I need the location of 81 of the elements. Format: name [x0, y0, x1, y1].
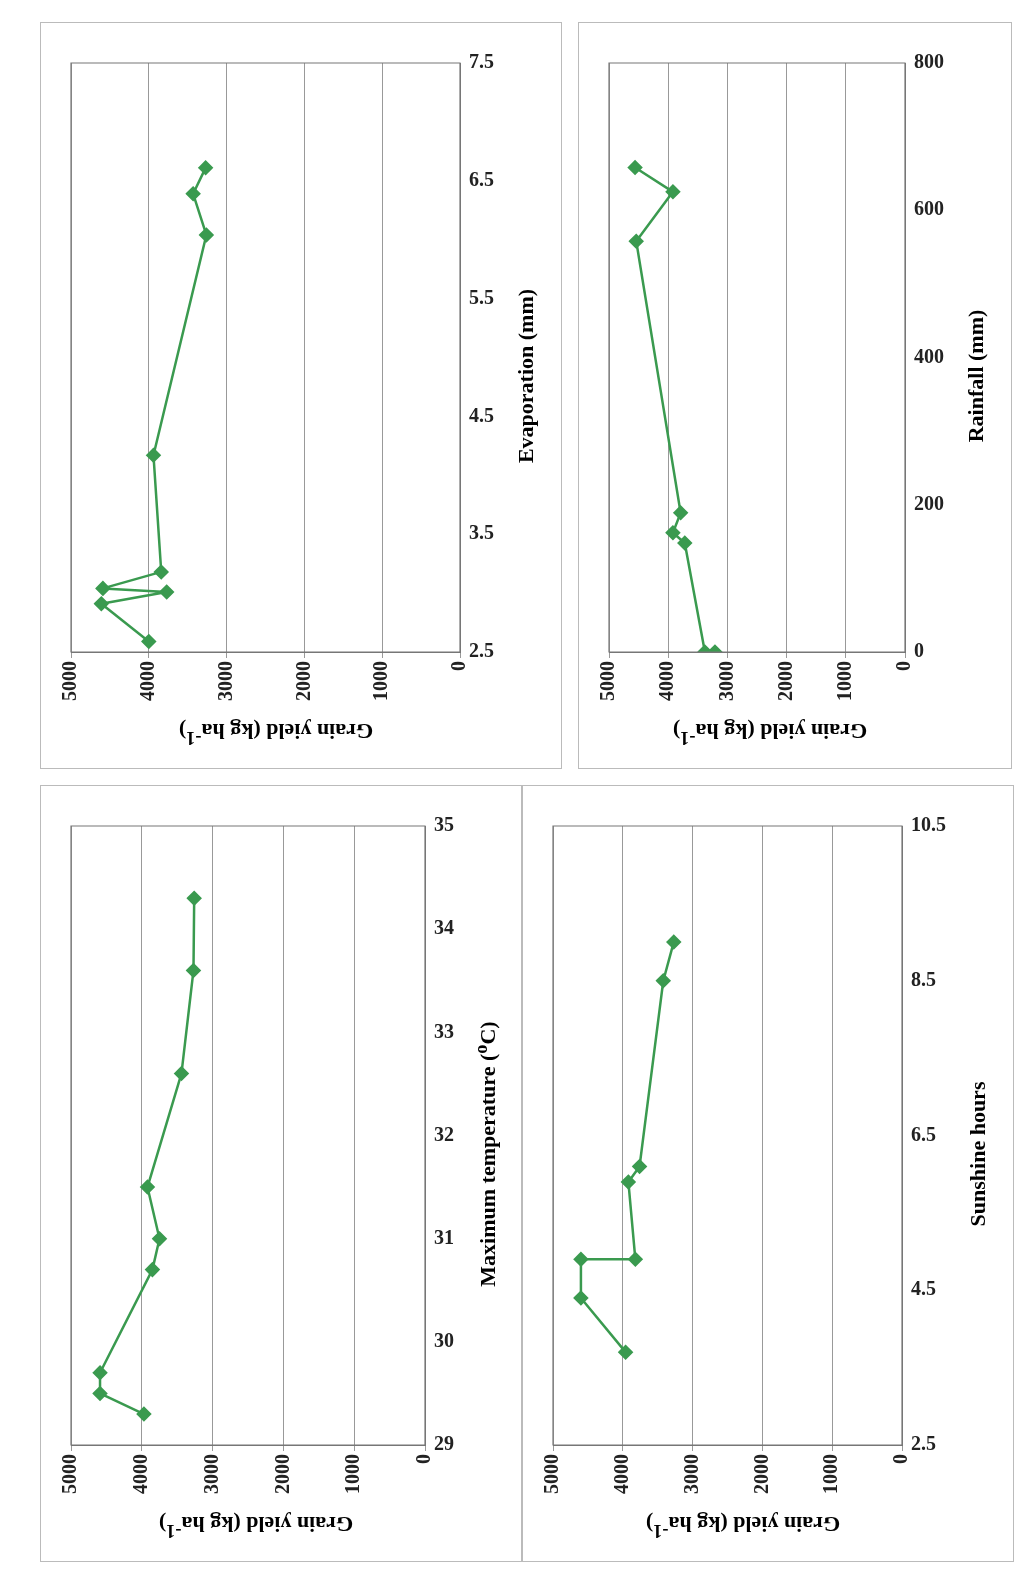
x-tick-label: 5000 [58, 661, 81, 701]
point [573, 1252, 589, 1267]
x-tick-label: 5000 [540, 1454, 563, 1494]
point [186, 890, 202, 906]
y-axis-title: Rainfall (mm) [963, 309, 989, 442]
point [92, 1386, 108, 1401]
point [673, 505, 688, 521]
point [186, 963, 201, 978]
y-tick-label: 32 [434, 1122, 454, 1145]
x-tick-label: 0 [447, 661, 470, 671]
point [656, 973, 671, 988]
y-axis-title: Evaporation (mm) [513, 288, 539, 463]
y-tick-label: 8.5 [911, 967, 936, 990]
x-tick-label: 1000 [341, 1454, 364, 1494]
point [621, 1174, 636, 1190]
point [665, 525, 681, 540]
point [628, 233, 644, 249]
point [159, 584, 174, 600]
x-tick-label: 2000 [270, 1454, 293, 1494]
x-tick-label: 2000 [291, 661, 314, 701]
point [136, 1406, 152, 1422]
y-tick-label: 400 [914, 344, 944, 367]
point [666, 934, 681, 950]
point [627, 160, 643, 175]
x-tick-label: 1000 [369, 661, 392, 701]
x-tick-label: 2000 [749, 1454, 772, 1494]
y-tick-label: 31 [434, 1225, 454, 1248]
x-tick-label: 3000 [213, 661, 236, 701]
point [185, 186, 201, 202]
x-tick-label: 5000 [596, 661, 619, 701]
x-tick-label: 4000 [655, 661, 678, 701]
x-tick-label: 1000 [832, 661, 855, 701]
point [154, 564, 169, 580]
x-tick-label: 3000 [679, 1454, 702, 1494]
x-tick-label: 5000 [58, 1454, 81, 1494]
point [92, 1365, 108, 1381]
x-tick-label: 0 [889, 1454, 912, 1464]
y-tick-label: 7.5 [469, 50, 494, 73]
x-tick-label: 0 [412, 1454, 435, 1464]
point [95, 581, 111, 596]
x-tick-label: 3000 [199, 1454, 222, 1494]
y-tick-label: 4.5 [469, 403, 494, 426]
point [677, 535, 693, 551]
y-tick-label: 35 [434, 813, 454, 836]
point [146, 448, 161, 463]
y-tick-label: 4.5 [911, 1277, 936, 1300]
point [140, 1179, 155, 1195]
point [573, 1290, 589, 1306]
x-tick-label: 2000 [773, 661, 796, 701]
point [174, 1066, 189, 1081]
point [628, 1252, 643, 1267]
y-tick-label: 6.5 [911, 1122, 936, 1145]
point [632, 1159, 647, 1174]
y-tick-label: 600 [914, 197, 944, 220]
x-tick-label: 0 [892, 661, 915, 671]
point [618, 1344, 633, 1360]
y-tick-label: 800 [914, 50, 944, 73]
x-tick-label: 4000 [135, 661, 158, 701]
point [665, 184, 681, 200]
point [198, 160, 213, 176]
y-tick-label: 3.5 [469, 521, 494, 544]
point [199, 227, 214, 243]
x-tick-label: 3000 [714, 661, 737, 701]
x-tick-label: 4000 [609, 1454, 632, 1494]
y-tick-label: 2.5 [911, 1432, 936, 1455]
y-tick-label: 30 [434, 1329, 454, 1352]
y-axis-title: Sunshine hours [965, 1081, 991, 1226]
y-tick-label: 200 [914, 491, 944, 514]
y-tick-label: 34 [434, 916, 454, 939]
point [145, 1262, 160, 1277]
x-tick-label: 4000 [128, 1454, 151, 1494]
y-tick-label: 33 [434, 1019, 454, 1042]
point [141, 634, 157, 649]
point [94, 596, 109, 611]
y-tick-label: 5.5 [469, 285, 494, 308]
y-tick-label: 6.5 [469, 167, 494, 190]
point [152, 1231, 167, 1246]
y-tick-label: 29 [434, 1432, 454, 1455]
y-tick-label: 2.5 [469, 639, 494, 662]
y-tick-label: 10.5 [911, 813, 946, 836]
x-tick-label: 1000 [819, 1454, 842, 1494]
